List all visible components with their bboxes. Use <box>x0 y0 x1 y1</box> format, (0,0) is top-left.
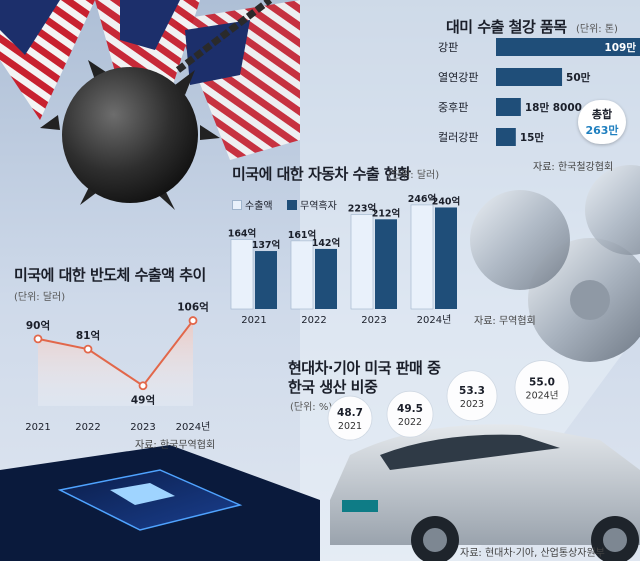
hyundai-value-label: 49.5 <box>397 403 423 415</box>
auto-unit: (단위: 달러) <box>388 170 440 181</box>
hyundai-bubble <box>327 395 373 441</box>
semi-line-chart: 90억 81억 49억 106억 2021 2022 2023 2024년 <box>25 302 211 433</box>
semi-point <box>83 344 93 354</box>
hyundai-value-label: 55.0 <box>529 377 555 389</box>
semi-area <box>38 320 193 406</box>
steel-total-badge <box>578 100 626 144</box>
semi-x-tick: 2022 <box>75 422 100 433</box>
steel-value-label: 18만 8000 <box>525 101 582 114</box>
auto-value-label: 164억 <box>228 228 257 240</box>
auto-bar-surplus <box>435 207 457 309</box>
auto-value-label: 142억 <box>312 237 341 249</box>
steel-unit: (단위: 톤) <box>576 24 618 35</box>
hyundai-title-line2: 한국 생산 비중 <box>288 378 378 396</box>
steel-bar <box>496 38 640 56</box>
hyundai-bubble <box>514 360 570 415</box>
semi-source: 자료: 한국무역협회 <box>135 440 216 451</box>
steel-category-label: 중후판 <box>438 101 468 114</box>
hyundai-year-label: 2023 <box>460 399 484 410</box>
auto-x-tick: 2022 <box>301 315 326 326</box>
semi-value-label: 106억 <box>177 302 209 314</box>
auto-value-label: 212억 <box>372 207 401 219</box>
semi-x-tick: 2024년 <box>176 421 211 433</box>
steel-category-label: 열연강판 <box>438 71 478 84</box>
auto-value-label: 223억 <box>348 203 377 215</box>
auto-bar-export <box>350 214 374 310</box>
hyundai-year-label: 2021 <box>338 421 362 432</box>
steel-bar <box>496 128 516 146</box>
semi-x-tick: 2021 <box>25 422 50 433</box>
auto-x-tick: 2023 <box>361 315 386 326</box>
semi-x-tick: 2023 <box>130 422 155 433</box>
hyundai-bubble <box>386 390 434 438</box>
semi-point <box>33 334 43 344</box>
steel-category-label: 컬러강판 <box>438 131 478 144</box>
auto-x-tick: 2024년 <box>417 314 452 326</box>
hyundai-year-label: 2022 <box>398 417 422 428</box>
auto-source: 자료: 무역협회 <box>474 316 536 327</box>
semi-point <box>188 316 198 325</box>
steel-bar <box>496 98 521 116</box>
steel-total-value: 263만 <box>585 124 619 137</box>
auto-bar-surplus <box>255 251 277 309</box>
semi-title: 미국에 대한 반도체 수출액 추이 <box>14 266 206 284</box>
semi-value-label: 90억 <box>26 320 50 332</box>
hyundai-year-label: 2024년 <box>526 391 559 402</box>
auto-title: 미국에 대한 자동차 수출 현황 <box>232 165 411 183</box>
hyundai-value-label: 53.3 <box>459 385 485 397</box>
semi-value-label: 81억 <box>76 330 100 342</box>
auto-bar-surplus <box>375 219 397 309</box>
auto-x-tick: 2021 <box>241 315 266 326</box>
hyundai-title-line1: 현대차·기아 미국 판매 중 <box>288 359 441 377</box>
hyundai-bubble-chart: 48.7 2021 49.5 2022 53.3 2023 55.0 2024년 <box>327 360 570 441</box>
auto-value-label: 137억 <box>252 239 281 251</box>
steel-value-label: 109만 <box>604 41 636 54</box>
auto-legend-swatch-surplus <box>287 200 297 210</box>
hyundai-bubble <box>446 370 498 422</box>
hyundai-unit: (단위: %) <box>290 402 333 413</box>
steel-source: 자료: 한국철강협회 <box>533 162 614 173</box>
auto-legend-surplus: 무역흑자 <box>300 201 337 212</box>
semi-line <box>37 319 194 388</box>
semi-point <box>138 381 148 391</box>
semi-unit: (단위: 달러) <box>14 292 66 303</box>
auto-bar-export <box>230 239 254 310</box>
hyundai-source: 자료: 현대차·기아, 산업통상자원부 <box>460 548 605 559</box>
auto-bar-export <box>290 240 314 310</box>
steel-value-label: 15만 <box>520 131 545 144</box>
auto-bar-export <box>410 204 434 310</box>
auto-legend-export: 수출액 <box>245 201 273 212</box>
auto-legend-swatch-export <box>232 200 242 210</box>
steel-value-label: 50만 <box>566 71 591 84</box>
steel-title: 대미 수출 철강 품목 <box>446 18 567 36</box>
steel-category-label: 강판 <box>438 41 458 54</box>
semi-value-label: 49억 <box>131 395 155 407</box>
steel-total-label: 총합 <box>591 108 613 121</box>
auto-value-label: 246억 <box>408 193 437 205</box>
auto-value-label: 161억 <box>288 229 317 241</box>
auto-bar-surplus <box>315 248 337 309</box>
steel-bar <box>496 68 563 86</box>
hyundai-value-label: 48.7 <box>337 407 363 419</box>
auto-value-label: 240억 <box>432 195 461 207</box>
